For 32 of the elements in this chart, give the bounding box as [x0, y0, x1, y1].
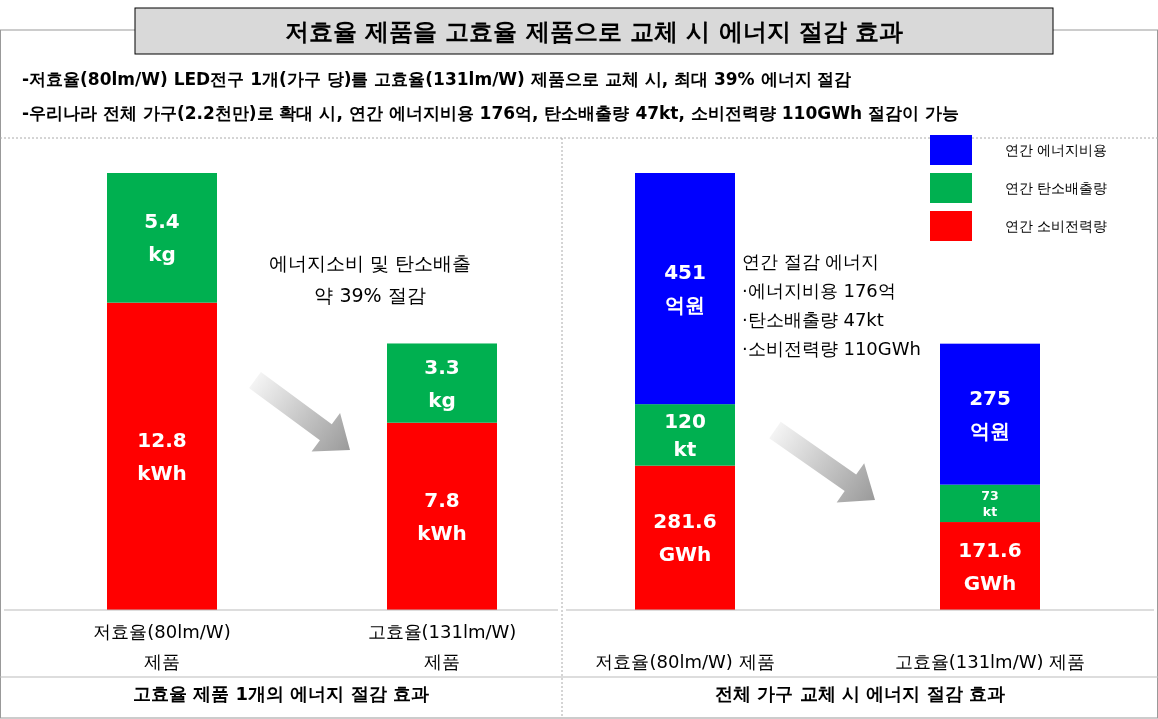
x-axis-title: 전체 가구 교체 시 에너지 절감 효과: [715, 683, 1005, 704]
data-label: 171.6 GWh: [958, 537, 1022, 595]
data-label: 451 억원: [664, 260, 706, 318]
data-label: 12.8 kWh: [137, 427, 187, 485]
bar: [940, 343, 1040, 485]
data-label: 120 kt: [664, 409, 706, 461]
bar: [635, 404, 735, 466]
bar: [387, 343, 497, 423]
bar: [635, 465, 735, 610]
data-label: 73 kt: [981, 487, 999, 519]
bar: [387, 422, 497, 610]
annotation: 에너지소비 및 탄소배출 약 39% 절감: [268, 252, 472, 306]
legend-label: 연간 탄소배출량: [1005, 180, 1108, 196]
data-label: 7.8 kWh: [417, 487, 467, 545]
bar: [107, 302, 217, 610]
annotation: 연간 절감 에너지 ·에너지비용 176억 ·탄소배출량 47kt ·소비전력량 110GWh: [742, 251, 921, 359]
data-label: 3.3 kg: [424, 354, 460, 412]
bar: [107, 173, 217, 303]
legend-label: 연간 에너지비용: [1005, 142, 1108, 158]
chart-subtitle: -저효율(80lm/W) LED전구 1개(가구 당)를 고효율(131lm/W) 제품으로 교체 시, 최대 39% 에너지 절감 -우리나라 전체 가구(2.2천만)로 확대 시, 연간 에너지비용 176억, 탄소배출량 47kt, 소비전력량 110GWh 절감이 가능: [22, 69, 959, 123]
data-label: 281.6 GWh: [653, 509, 717, 567]
bar: [940, 484, 1040, 523]
x-tick-label: 고효율(131lm/W) 제품: [894, 651, 1086, 672]
legend-label: 연간 소비전력량: [1005, 218, 1108, 234]
data-label: 5.4 kg: [144, 209, 180, 267]
bar: [635, 173, 735, 405]
x-axis-title: 고효율 제품 1개의 에너지 절감 효과: [133, 683, 429, 704]
data-label: 275 억원: [969, 385, 1011, 443]
chart-title: 저효율 제품을 고효율 제품으로 교체 시 에너지 절감 효과: [284, 18, 904, 46]
x-tick-label: 고효율(131lm/W) 제품: [367, 621, 517, 672]
x-tick-label: 저효율(80lm/W) 제품: [595, 651, 775, 672]
x-tick-label: 저효율(80lm/W) 제품: [93, 621, 231, 672]
